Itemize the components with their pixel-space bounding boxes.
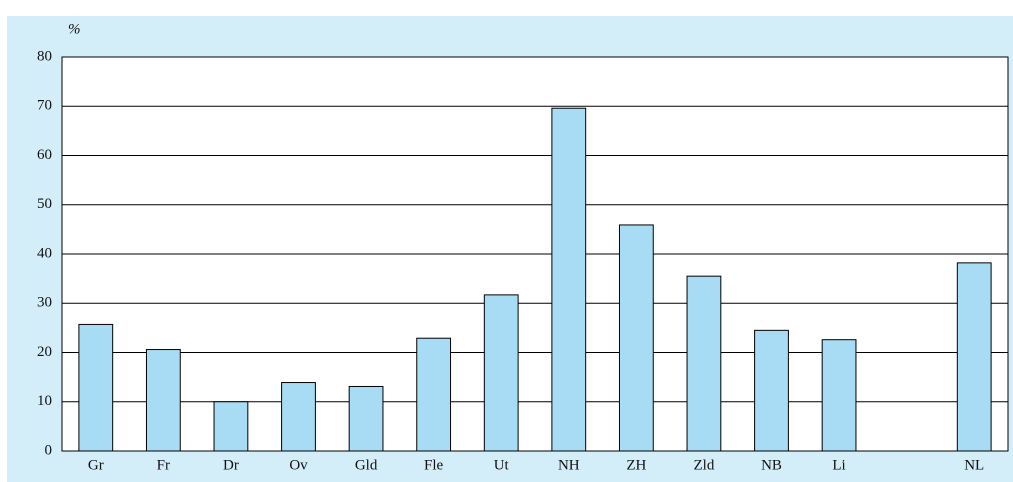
bar [821,339,857,452]
y-tick-label: 40 [37,245,52,261]
plot-border [61,56,1009,452]
y-tick-label: 30 [37,295,52,311]
x-tick-label: NL [964,457,984,473]
bar [348,385,384,452]
x-tick-label: Gr [88,457,104,473]
y-tick-label: 10 [37,393,52,409]
y-tick-label: 0 [45,442,53,458]
y-tick-label: 50 [37,196,52,212]
x-tick-label: Fr [157,457,170,473]
y-tick-label: 70 [37,98,52,114]
x-tick-label: NB [761,457,782,473]
bar [754,329,789,452]
bar [483,294,519,452]
y-tick-label: 60 [37,147,52,163]
bar [618,224,654,452]
x-tick-label: Gld [355,457,378,473]
x-tick-label: ZH [626,457,646,473]
x-tick-label: Ut [494,457,510,473]
bar [213,401,249,452]
x-tick-label: Fle [424,457,444,473]
bar [281,382,316,452]
bar [551,107,587,452]
y-tick-label: 20 [37,344,52,360]
y-tick-label: 80 [37,48,52,64]
y-axis-label: % [68,21,81,37]
bar [145,349,181,452]
bar [416,337,452,452]
x-tick-label: Li [832,457,845,473]
x-tick-label: NH [558,457,580,473]
bar [686,275,722,452]
bar [956,262,992,452]
x-tick-label: Zld [694,457,715,473]
bar [78,323,114,452]
x-tick-label: Dr [223,457,239,473]
x-tick-label: Ov [289,457,308,473]
